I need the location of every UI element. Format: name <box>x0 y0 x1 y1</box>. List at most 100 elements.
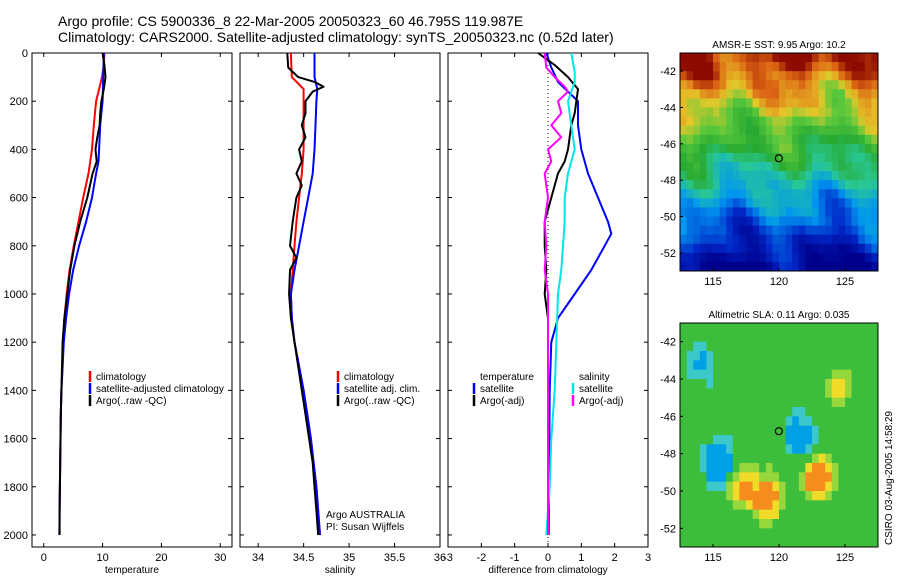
sla-map-cell <box>792 463 800 473</box>
sla-map-cell <box>779 323 786 333</box>
sst-map-cell <box>699 89 707 99</box>
sst-map-cell <box>765 152 773 163</box>
sla-map-cell <box>838 453 846 464</box>
sst-map-cell <box>706 80 714 90</box>
sst-map-cell <box>726 243 734 254</box>
salinity-series-argo-raw-qc- <box>286 53 325 536</box>
sst-map-cell <box>732 198 740 208</box>
sla-map-cell <box>746 379 753 389</box>
sla-map-cell <box>845 369 852 380</box>
sst-map-cell <box>765 225 773 236</box>
sst-map-cell <box>805 198 813 208</box>
sst-map-cell <box>831 71 839 81</box>
sst-map-cell <box>792 53 800 63</box>
sst-map-cell <box>818 189 826 199</box>
sst-map-cell <box>686 216 694 226</box>
sla-map-cell <box>845 537 852 548</box>
sla-map-cell <box>785 379 793 389</box>
difference-x-axis-label: difference from climatology <box>488 565 607 576</box>
sla-map-cell <box>845 435 852 445</box>
sla-map-cell <box>746 500 753 511</box>
sla-map-cell <box>851 453 859 464</box>
sst-map-cell <box>871 162 879 172</box>
sla-map-cell <box>858 379 866 389</box>
sst-map-cell <box>765 207 773 217</box>
sla-map-cell <box>831 323 839 333</box>
sla-map-cell <box>871 528 879 539</box>
sla-map-cell <box>818 509 826 520</box>
sla-map-cell <box>812 425 819 436</box>
sla-map-cell <box>680 481 687 492</box>
sla-map-cell <box>779 491 786 501</box>
sst-map-cell <box>805 180 813 190</box>
sla-map-cell <box>706 388 714 399</box>
sla-map-cell <box>739 453 747 464</box>
sla-map-cell <box>699 379 707 389</box>
sla-map-cell <box>706 379 714 389</box>
sla-map-cell <box>746 463 753 473</box>
sst-map-cell <box>812 207 819 217</box>
sst-map-cell <box>686 53 694 63</box>
sst-map-cell <box>759 171 767 181</box>
sla-map-argo-float-marker <box>774 427 783 436</box>
sla-map-cell <box>765 369 773 380</box>
sst-map-cell <box>693 261 701 272</box>
sst-map-cell <box>825 80 833 90</box>
sst-map-cell <box>739 171 747 181</box>
sst-map-cell <box>746 198 753 208</box>
sla-map-cell <box>871 360 879 371</box>
sla-map-cell <box>818 463 826 473</box>
sst-map-cell <box>831 198 839 208</box>
sla-map-cell <box>792 425 800 436</box>
sla-map-cell <box>765 379 773 389</box>
sla-map-cell <box>792 369 800 380</box>
sla-map-cell <box>680 528 687 539</box>
sla-map-cell <box>831 537 839 548</box>
sst-map-cell <box>798 162 806 172</box>
sst-map-cell <box>746 252 753 263</box>
sst-map-cell <box>693 216 701 226</box>
sla-map-cell <box>752 369 760 380</box>
sla-map-cell <box>798 481 806 492</box>
sla-map-cell <box>739 472 747 483</box>
sst-map-cell <box>739 225 747 236</box>
sst-map-cell <box>759 71 767 81</box>
sst-map-cell <box>798 152 806 163</box>
sla-map-cell <box>739 341 747 352</box>
sla-map-cell <box>818 435 826 445</box>
sst-map-cell <box>752 216 760 226</box>
sla-map-cell <box>845 463 852 473</box>
sst-map-cell <box>752 98 760 108</box>
sst-map-cell <box>858 225 866 236</box>
sst-map-cell <box>812 243 819 254</box>
sst-map-cell <box>845 162 852 172</box>
sla-map-cell <box>713 425 720 436</box>
sla-map-cell <box>706 519 714 529</box>
sla-map-cell <box>812 388 819 399</box>
sla-map-cell <box>752 491 760 501</box>
sla-map-cell <box>785 416 793 427</box>
sst-map-cell <box>746 216 753 226</box>
sla-map-cell <box>812 323 819 333</box>
sst-map-cell <box>699 198 707 208</box>
sst-map-cell <box>779 198 786 208</box>
sst-map-cell <box>726 62 734 72</box>
sla-map-cell <box>871 407 879 417</box>
sst-map-cell <box>732 261 740 272</box>
sla-map-cell <box>686 463 694 473</box>
sst-map-cell <box>765 71 773 81</box>
sla-map-cell <box>739 528 747 539</box>
sla-map-cell <box>785 332 793 343</box>
sla-map-cell <box>792 379 800 389</box>
sst-map-cell <box>818 261 826 272</box>
sst-map-cell <box>732 134 740 145</box>
sst-map-cell <box>726 225 734 236</box>
sst-map-cell <box>680 134 687 145</box>
sst-map-cell <box>851 89 859 99</box>
sla-map-cell <box>739 351 747 361</box>
sla-map-cell <box>765 528 773 539</box>
sla-map-cell <box>792 500 800 511</box>
sla-map-cell <box>838 425 846 436</box>
sst-map-cell <box>772 216 780 226</box>
sla-map-cell <box>732 397 740 408</box>
